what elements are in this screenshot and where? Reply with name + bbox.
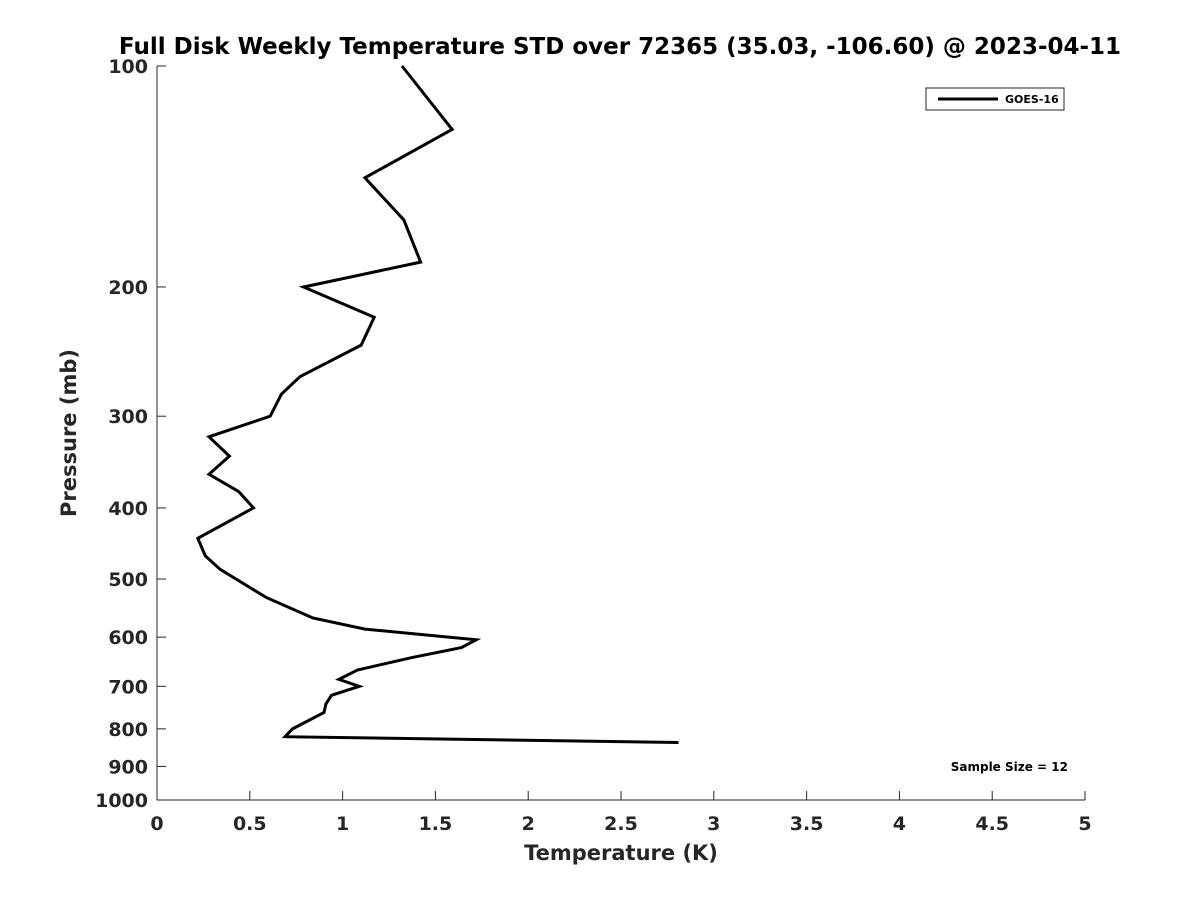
chart-title: Full Disk Weekly Temperature STD over 72… (119, 34, 1121, 60)
series-line-goes-16 (195, 65, 679, 744)
x-axis-ticks: 0 0.5 1 1.5 2 2.5 3 3.5 4 4.5 5 (150, 791, 1092, 835)
y-tick-label: 300 (108, 406, 148, 428)
y-tick-label: 600 (108, 627, 148, 649)
x-tick-label: 4 (893, 813, 906, 835)
legend-label-goes-16: GOES-16 (1005, 93, 1059, 106)
y-tick-label: 500 (108, 569, 148, 591)
x-tick-label: 1.5 (419, 813, 453, 835)
x-tick-label: 3 (707, 813, 720, 835)
y-tick-label: 100 (108, 56, 148, 78)
y-tick-label: 1000 (95, 790, 148, 812)
sample-size-annotation: Sample Size = 12 (951, 760, 1068, 774)
x-tick-label: 2 (522, 813, 535, 835)
x-tick-label: 4.5 (975, 813, 1009, 835)
x-tick-label: 5 (1078, 813, 1091, 835)
y-tick-label: 700 (108, 676, 148, 698)
y-tick-label: 200 (108, 277, 148, 299)
x-axis-title: Temperature (K) (524, 841, 718, 865)
x-tick-label: 2.5 (604, 813, 638, 835)
x-tick-label: 1 (336, 813, 349, 835)
x-tick-label: 0.5 (233, 813, 267, 835)
y-tick-label: 400 (108, 498, 148, 520)
x-tick-label: 0 (150, 813, 163, 835)
y-axis-title: Pressure (mb) (57, 349, 81, 517)
x-tick-label: 3.5 (790, 813, 824, 835)
y-tick-label: 900 (108, 756, 148, 778)
legend: GOES-16 (925, 87, 1065, 111)
series-layer (195, 65, 679, 744)
y-tick-label: 800 (108, 719, 148, 741)
y-axis-ticks: 100 200 300 400 500 600 700 800 900 1000 (95, 56, 166, 812)
